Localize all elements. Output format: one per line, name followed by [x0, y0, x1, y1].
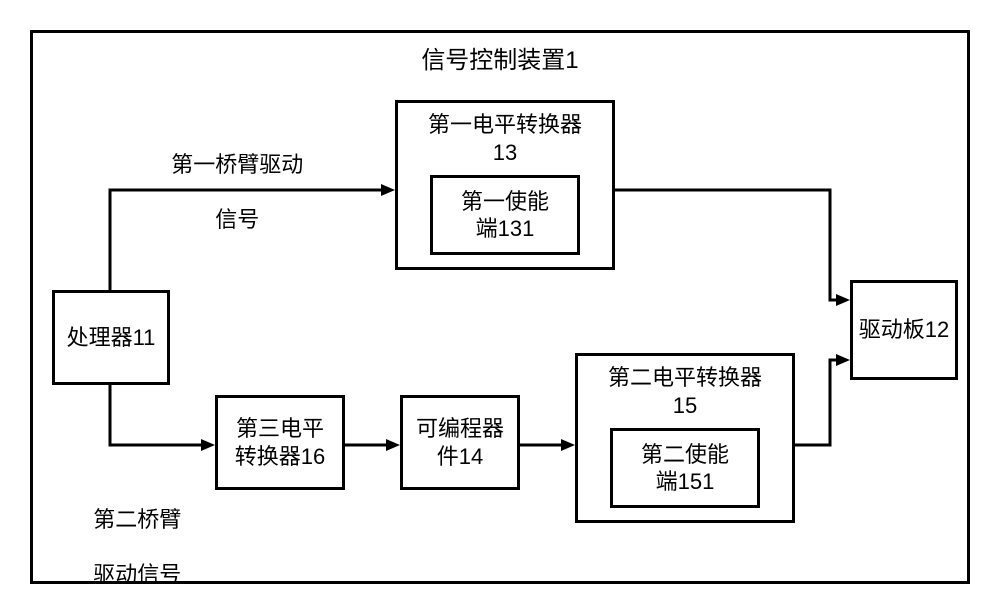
signal-2-label: 第二桥臂 驱动信号	[25, 478, 225, 616]
processor-box: 处理器11	[52, 290, 170, 385]
enable-end-1-label-l1: 第一使能	[461, 188, 549, 216]
diagram-title: 信号控制装置1	[380, 46, 620, 76]
enable-end-1-label-l2: 端131	[476, 215, 535, 243]
level-converter-2-label: 第二电平转换器 15	[578, 364, 792, 419]
enable-end-2-box: 第二使能 端151	[610, 428, 760, 508]
programmable-device-box: 可编程器 件14	[400, 395, 520, 490]
driver-board-box: 驱动板12	[850, 280, 958, 380]
level-converter-3-box: 第三电平 转换器16	[215, 395, 345, 490]
enable-end-2-label-l2: 端151	[656, 468, 715, 496]
level-converter-3-label-l2: 转换器16	[235, 443, 325, 471]
programmable-device-label-l1: 可编程器	[416, 415, 504, 443]
processor-label: 处理器11	[67, 324, 156, 352]
enable-end-2-label-l1: 第二使能	[641, 441, 729, 469]
signal-1-label: 第一桥臂驱动 信号	[125, 123, 325, 261]
enable-end-1-box: 第一使能 端131	[430, 175, 580, 255]
programmable-device-label-l2: 件14	[437, 443, 483, 471]
driver-board-label: 驱动板12	[859, 316, 949, 344]
diagram-canvas: 信号控制装置1 处理器11 第一电平转换器 13 第一使能 端131 第三电平 …	[0, 0, 1000, 614]
level-converter-3-label-l1: 第三电平	[236, 415, 324, 443]
level-converter-1-label: 第一电平转换器 13	[398, 111, 612, 166]
